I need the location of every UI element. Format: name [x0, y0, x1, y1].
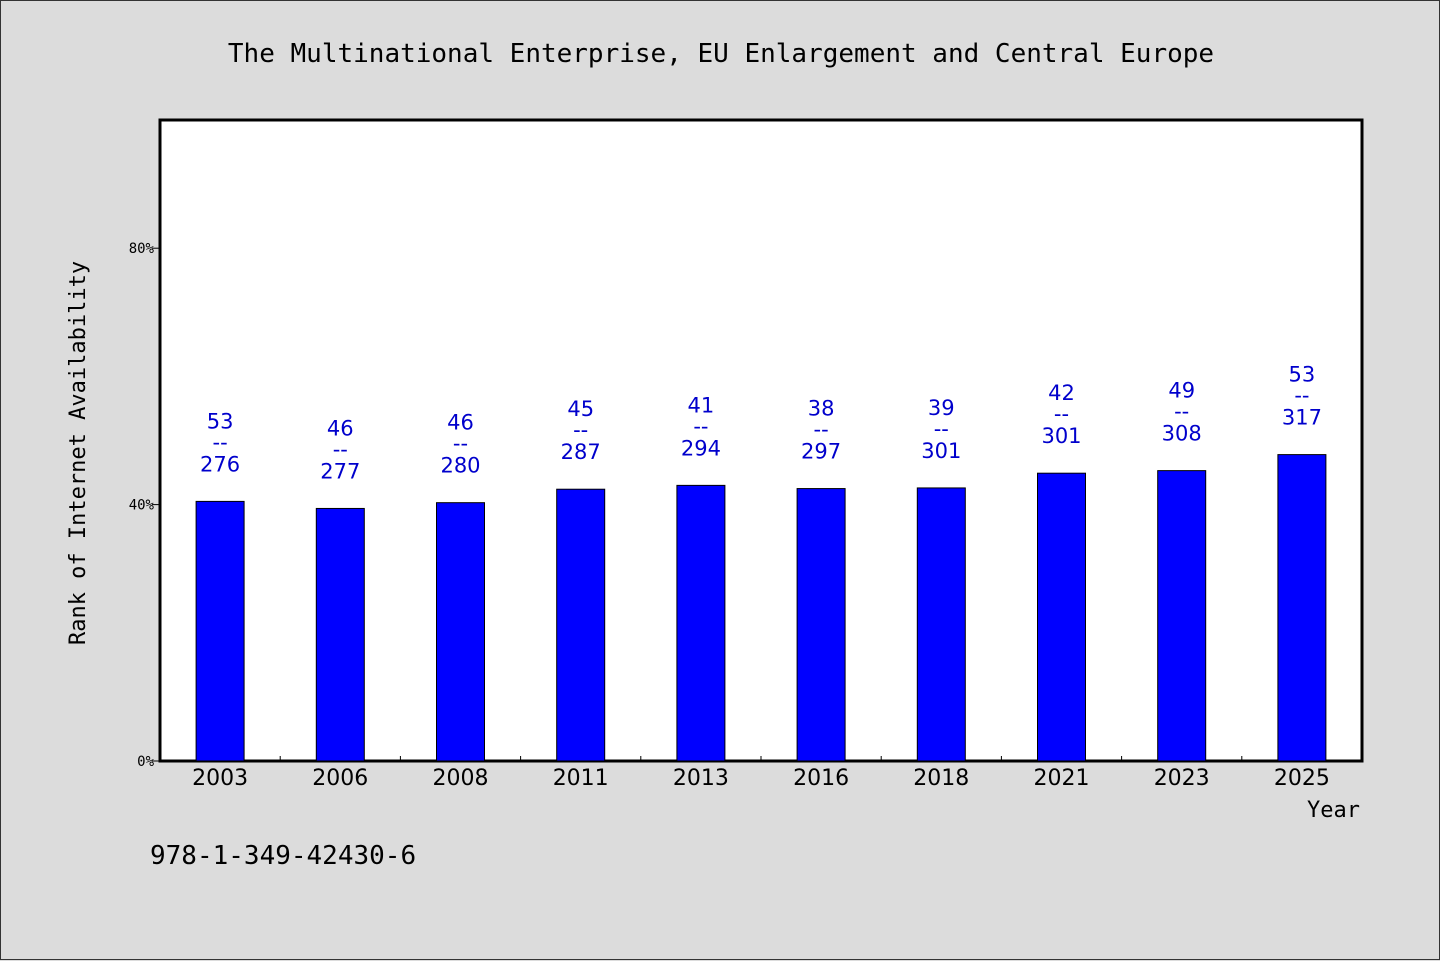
- bar-label-separator: --: [333, 437, 348, 461]
- bar-label-top: 46: [327, 416, 354, 440]
- bar-label-bottom: 277: [320, 459, 360, 483]
- bar-label-separator: --: [814, 418, 829, 442]
- y-tick-label: 40%: [129, 498, 155, 514]
- x-tick-label: 2008: [433, 766, 489, 791]
- bar-label-separator: --: [1054, 402, 1069, 426]
- bar-2018: [916, 487, 966, 762]
- bar-label-bottom: 280: [440, 454, 480, 478]
- y-axis-label: Rank of Internet Availability: [66, 261, 91, 645]
- x-tick-label: 2003: [192, 766, 248, 791]
- x-tick-label: 2013: [673, 766, 729, 791]
- bar-label-bottom: 297: [801, 440, 841, 464]
- x-tick-label: 2006: [312, 766, 368, 791]
- bar-label-top: 41: [688, 393, 715, 417]
- bar-label-separator: --: [693, 414, 708, 438]
- bar-label-bottom: 308: [1162, 422, 1202, 446]
- bar-label-top: 45: [567, 397, 594, 421]
- bar-label-bottom: 287: [561, 440, 601, 464]
- bar-label-separator: --: [1294, 384, 1309, 408]
- x-axis: 2003 2006 2008 2011 2013 2016 2018 2021 2023 2025: [192, 756, 1330, 791]
- bar-label-bottom: 317: [1282, 406, 1322, 430]
- x-tick-label: 2025: [1274, 766, 1330, 791]
- bar-2013: [676, 484, 726, 762]
- bar-label-bottom: 294: [681, 436, 721, 460]
- bar-label-top: 53: [1289, 363, 1316, 387]
- x-tick-label: 2011: [553, 766, 609, 791]
- bar-label-top: 49: [1168, 379, 1195, 403]
- bar-label-top: 46: [447, 411, 474, 435]
- y-tick-label: 0%: [137, 754, 154, 770]
- bar-2023: [1157, 470, 1207, 762]
- bar-2003: [195, 500, 245, 762]
- y-tick-label: 80%: [129, 241, 155, 257]
- bar-series: [195, 454, 1327, 762]
- bar-label-separator: --: [1174, 400, 1189, 424]
- bar-2025: [1277, 454, 1327, 762]
- x-tick-label: 2021: [1034, 766, 1090, 791]
- bar-2011: [556, 488, 606, 762]
- bar-2006: [315, 507, 365, 762]
- chart-title: The Multinational Enterprise, EU Enlarge…: [228, 39, 1214, 69]
- x-tick-label: 2016: [793, 766, 849, 791]
- bar-label-bottom: 301: [1041, 424, 1081, 448]
- y-axis: 0% 40% 80%: [129, 241, 160, 770]
- bar-2008: [436, 502, 485, 762]
- bar-label-separator: --: [934, 417, 949, 441]
- bar-label-separator: --: [453, 432, 468, 456]
- bar-label-top: 39: [928, 396, 955, 420]
- bar-label-separator: --: [573, 418, 588, 442]
- bar-label-top: 53: [207, 409, 234, 433]
- bar-2016: [796, 488, 846, 762]
- bar-2021: [1037, 472, 1086, 762]
- x-tick-label: 2023: [1154, 766, 1210, 791]
- isbn-footer: 978-1-349-42430-6: [150, 841, 416, 871]
- bar-label-top: 38: [808, 397, 835, 421]
- bar-label-bottom: 301: [921, 439, 961, 463]
- bar-label-top: 42: [1048, 381, 1075, 405]
- bar-label-bottom: 276: [200, 452, 240, 476]
- x-axis-label: Year: [1307, 798, 1360, 823]
- bar-label-separator: --: [213, 430, 228, 454]
- x-tick-label: 2018: [913, 766, 969, 791]
- bar-labels: 276--53277--46280--46287--45294--41297--…: [200, 363, 1322, 484]
